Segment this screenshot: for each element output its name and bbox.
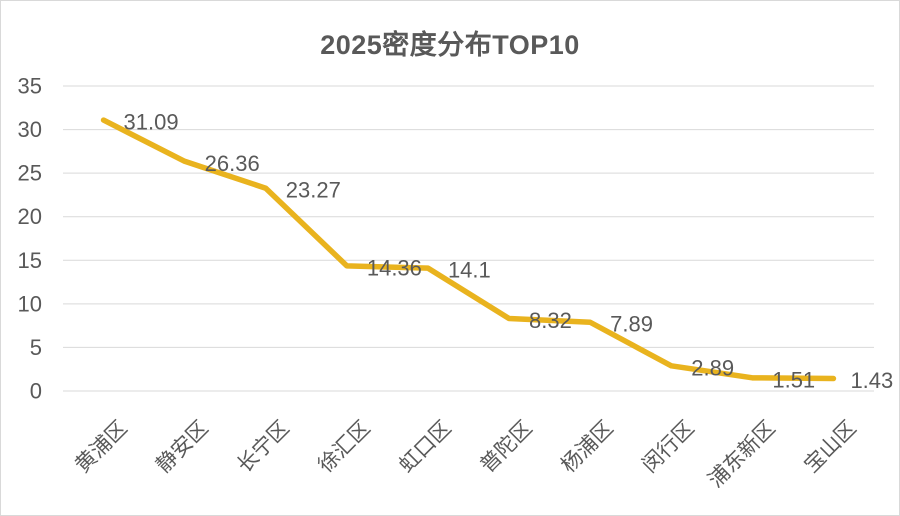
y-tick-label: 5 <box>30 335 42 360</box>
gridlines <box>63 85 874 392</box>
series-line <box>100 117 837 382</box>
y-tick-label: 0 <box>30 379 42 404</box>
data-label: 14.36 <box>367 255 422 280</box>
data-label: 8.32 <box>529 308 572 333</box>
y-tick-label: 20 <box>18 204 42 229</box>
chart-title: 2025密度分布TOP10 <box>320 30 580 60</box>
y-tick-label: 10 <box>18 291 42 316</box>
y-tick-label: 25 <box>18 161 42 186</box>
y-tick-label: 35 <box>18 74 42 99</box>
data-label: 23.27 <box>286 178 341 203</box>
data-label: 7.89 <box>610 312 653 337</box>
data-label: 31.09 <box>124 110 179 135</box>
data-labels: 31.09 26.36 23.27 14.36 14.1 8.32 7.89 2.89 1.51… <box>124 110 894 393</box>
y-tick-label: 30 <box>18 117 42 142</box>
data-label: 2.89 <box>691 355 734 380</box>
data-label: 1.51 <box>772 367 815 392</box>
data-label: 1.43 <box>850 368 893 393</box>
y-tick-label: 15 <box>18 248 42 273</box>
y-axis-labels: 0 5 10 15 20 25 30 35 <box>18 74 42 404</box>
data-label: 26.36 <box>205 151 260 176</box>
data-label: 14.1 <box>448 258 491 283</box>
